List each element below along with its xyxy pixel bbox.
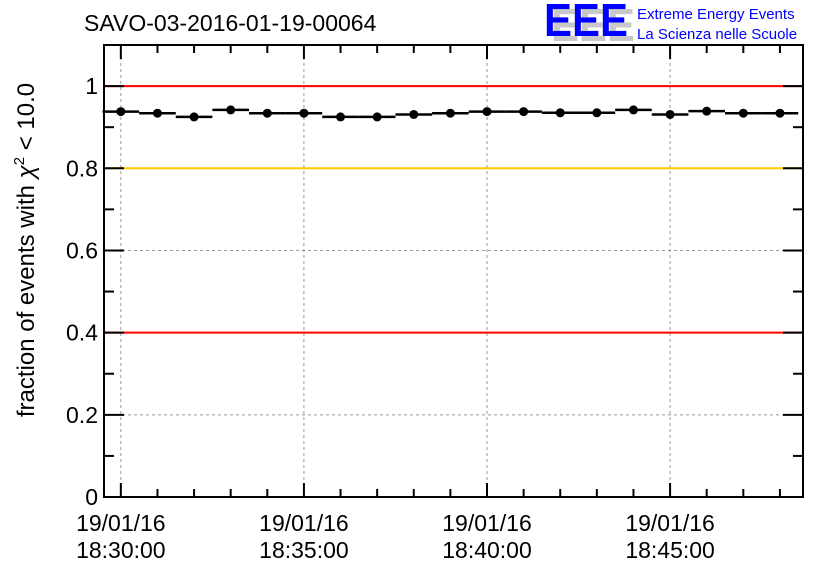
data-point	[775, 108, 785, 118]
logo-line-1: Extreme Energy Events	[637, 6, 795, 23]
data-point	[299, 108, 309, 118]
logo-line-2: La Scienza nelle Scuole	[637, 26, 797, 43]
y-tick-label: 0.4	[66, 320, 98, 346]
data-point	[665, 109, 675, 119]
x-tick-label-time: 18:30:00	[76, 537, 166, 563]
x-tick-label-date: 19/01/16	[625, 510, 715, 536]
y-tick-label: 0.2	[66, 402, 98, 428]
y-tick-label: 0.6	[66, 237, 98, 263]
x-tick-label-time: 18:40:00	[442, 537, 532, 563]
logo-mark: EEE	[544, 0, 628, 46]
x-tick-label-date: 19/01/16	[76, 510, 166, 536]
data-point	[738, 108, 748, 118]
data-point	[519, 107, 529, 117]
data-point	[555, 108, 565, 118]
data-point	[628, 105, 638, 115]
data-point	[592, 108, 602, 118]
data-point	[116, 107, 126, 117]
x-tick-label-time: 18:45:00	[625, 537, 715, 563]
x-tick-label-time: 18:35:00	[259, 537, 349, 563]
data-point	[409, 109, 419, 119]
data-point	[189, 112, 199, 122]
data-point	[702, 106, 712, 116]
x-tick-label-date: 19/01/16	[259, 510, 349, 536]
y-tick-label: 0.8	[66, 155, 98, 181]
data-point	[152, 108, 162, 118]
data-point	[372, 112, 382, 122]
x-tick-label-date: 19/01/16	[442, 510, 532, 536]
y-tick-label: 1	[85, 73, 98, 99]
data-point	[226, 105, 236, 115]
data-point	[482, 107, 492, 117]
y-axis-label: fraction of events with χ2 < 10.0	[11, 83, 40, 417]
data-point	[445, 108, 455, 118]
data-point	[262, 108, 272, 118]
chart-title: SAVO-03-2016-01-19-00064	[84, 10, 377, 36]
eee-logo: EEE Extreme Energy Events La Scienza nel…	[544, 0, 797, 46]
data-point	[336, 112, 346, 122]
plot-frame	[103, 44, 804, 498]
y-tick-label: 0	[85, 484, 98, 510]
